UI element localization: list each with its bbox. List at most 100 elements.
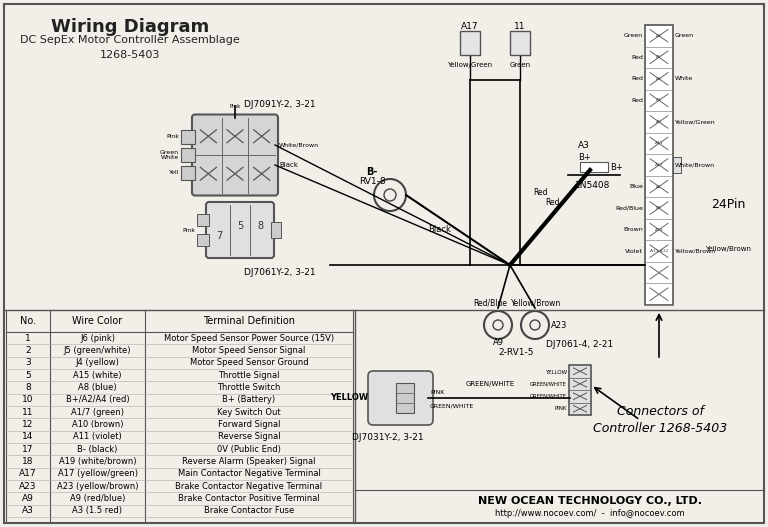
FancyBboxPatch shape xyxy=(368,371,433,425)
Text: Reverse Signal: Reverse Signal xyxy=(217,432,280,441)
Bar xyxy=(181,130,195,144)
Text: A17: A17 xyxy=(462,22,478,31)
Text: Wiring Diagram: Wiring Diagram xyxy=(51,18,209,36)
Text: 1: 1 xyxy=(25,334,31,343)
Bar xyxy=(396,383,414,413)
Text: Throttle Signal: Throttle Signal xyxy=(218,370,280,379)
Text: A23: A23 xyxy=(19,482,37,491)
Text: 1N5408: 1N5408 xyxy=(575,181,611,190)
Bar xyxy=(580,162,608,172)
Text: DJ7031Y-2, 3-21: DJ7031Y-2, 3-21 xyxy=(353,433,424,442)
Text: Red: Red xyxy=(631,76,643,81)
Text: 11: 11 xyxy=(22,408,34,417)
Text: Brake Contactor Negative Terminal: Brake Contactor Negative Terminal xyxy=(175,482,323,491)
Text: A8 (blue): A8 (blue) xyxy=(78,383,117,392)
Text: Black: Black xyxy=(429,226,452,235)
Text: A11: A11 xyxy=(655,141,664,145)
Text: A10: A10 xyxy=(655,228,664,231)
Text: GREEN/WHITE: GREEN/WHITE xyxy=(530,394,567,398)
Text: B+: B+ xyxy=(578,153,591,162)
Text: B- (black): B- (black) xyxy=(78,445,118,454)
Text: A23 (yellow/brown): A23 (yellow/brown) xyxy=(57,482,138,491)
Bar xyxy=(271,222,281,238)
Text: Yellow/Brown: Yellow/Brown xyxy=(675,249,717,253)
Text: White: White xyxy=(675,76,694,81)
Text: Red: Red xyxy=(631,55,643,60)
Text: A11 A12: A11 A12 xyxy=(650,249,668,253)
Text: 2-RV1-5: 2-RV1-5 xyxy=(498,348,534,357)
Bar xyxy=(569,365,591,415)
Text: Black: Black xyxy=(279,162,298,168)
Text: Green: Green xyxy=(509,62,531,68)
FancyBboxPatch shape xyxy=(192,114,278,196)
Text: A3 (1.5 red): A3 (1.5 red) xyxy=(72,506,123,515)
Text: 8: 8 xyxy=(257,221,263,231)
Text: Red: Red xyxy=(533,188,548,197)
Text: A17: A17 xyxy=(19,470,37,479)
Text: Yellow/Brown: Yellow/Brown xyxy=(511,298,561,307)
FancyBboxPatch shape xyxy=(206,202,274,258)
Text: 17: 17 xyxy=(22,445,34,454)
Text: PINK: PINK xyxy=(554,405,567,411)
Text: 5: 5 xyxy=(237,221,243,231)
Text: GREEN/WHITE: GREEN/WHITE xyxy=(430,404,475,408)
Text: Green
White: Green White xyxy=(160,150,179,160)
Text: Red: Red xyxy=(545,198,559,207)
Text: Blue: Blue xyxy=(629,184,643,189)
Text: 24Pin: 24Pin xyxy=(711,198,745,211)
Text: 10: 10 xyxy=(22,395,34,404)
Text: http://www.nocoev.com/  -  info@nocoev.com: http://www.nocoev.com/ - info@nocoev.com xyxy=(495,509,685,518)
Text: Red/Blue: Red/Blue xyxy=(615,206,643,211)
Text: YELLOW: YELLOW xyxy=(330,394,368,403)
Text: No.: No. xyxy=(20,316,36,326)
Text: 14: 14 xyxy=(22,432,34,441)
Text: A3: A3 xyxy=(656,77,662,81)
Text: A3: A3 xyxy=(578,141,590,150)
Text: Brown: Brown xyxy=(624,227,643,232)
Text: RV1-8: RV1-8 xyxy=(359,177,386,186)
Text: PINK: PINK xyxy=(430,391,445,395)
Text: B+: B+ xyxy=(610,163,623,172)
Text: J6 (pink): J6 (pink) xyxy=(80,334,115,343)
Bar xyxy=(197,234,209,246)
Bar xyxy=(510,31,530,55)
Text: Motor Speed Sensor Signal: Motor Speed Sensor Signal xyxy=(192,346,306,355)
Text: Motor Speed Sensor Power Source (15V): Motor Speed Sensor Power Source (15V) xyxy=(164,334,334,343)
Text: DJ7061Y-2, 3-21: DJ7061Y-2, 3-21 xyxy=(244,268,316,277)
Text: Forward Signal: Forward Signal xyxy=(218,420,280,429)
Text: 1268-5403: 1268-5403 xyxy=(100,50,161,60)
Bar xyxy=(460,31,480,55)
Text: J5 (green/white): J5 (green/white) xyxy=(64,346,131,355)
Text: J4 (yellow): J4 (yellow) xyxy=(75,358,120,367)
Text: A11 (violet): A11 (violet) xyxy=(73,432,122,441)
Text: B+/A2/A4 (red): B+/A2/A4 (red) xyxy=(66,395,129,404)
Text: DC SepEx Motor Controller Assemblage: DC SepEx Motor Controller Assemblage xyxy=(20,35,240,45)
Text: A3: A3 xyxy=(22,506,34,515)
Text: Yell: Yell xyxy=(169,171,179,175)
Text: Terminal Definition: Terminal Definition xyxy=(203,316,295,326)
Text: Main Contactor Negative Terminal: Main Contactor Negative Terminal xyxy=(177,470,320,479)
Text: A9: A9 xyxy=(22,494,34,503)
Text: Pink: Pink xyxy=(166,134,179,140)
Text: GREEN/WHITE: GREEN/WHITE xyxy=(465,381,515,387)
Text: 18: 18 xyxy=(22,457,34,466)
Text: DJ7091Y-2, 3-21: DJ7091Y-2, 3-21 xyxy=(244,100,316,109)
Text: White/Brown: White/Brown xyxy=(279,142,319,148)
Text: A17 (yellow/green): A17 (yellow/green) xyxy=(58,470,137,479)
Text: B+ (Battery): B+ (Battery) xyxy=(223,395,276,404)
Bar xyxy=(673,157,681,173)
Text: Yellow/Brown: Yellow/Brown xyxy=(705,246,751,252)
Text: Violet: Violet xyxy=(625,249,643,253)
Text: Brake Contactor Positive Terminal: Brake Contactor Positive Terminal xyxy=(178,494,320,503)
Text: GREEN/WHITE: GREEN/WHITE xyxy=(530,382,567,386)
Text: Yellow/Green: Yellow/Green xyxy=(675,120,716,124)
Text: A9: A9 xyxy=(492,338,504,347)
Text: 2: 2 xyxy=(25,346,31,355)
Text: Yellow/Green: Yellow/Green xyxy=(448,62,492,68)
Text: Wire Color: Wire Color xyxy=(72,316,123,326)
Text: Throttle Switch: Throttle Switch xyxy=(217,383,280,392)
Text: A19 (white/brown): A19 (white/brown) xyxy=(58,457,136,466)
Text: A23: A23 xyxy=(551,320,568,329)
Text: 11: 11 xyxy=(515,22,526,31)
Text: Pink: Pink xyxy=(182,228,195,232)
